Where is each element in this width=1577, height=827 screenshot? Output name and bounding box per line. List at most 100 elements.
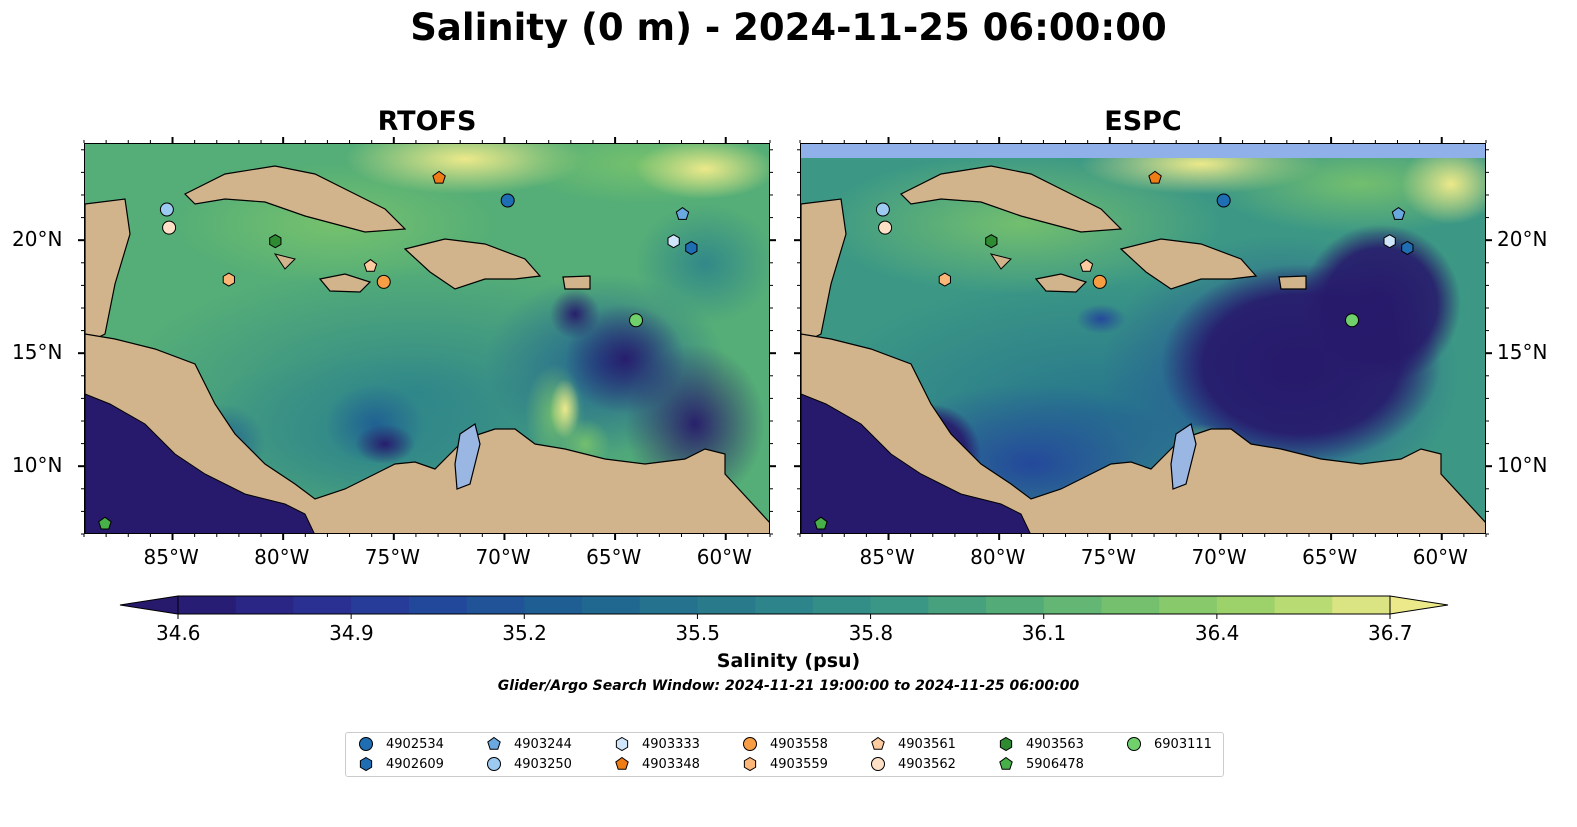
lon-tick-label: 65°W (586, 545, 642, 569)
legend-item-4903563: 4903563 (998, 736, 1084, 752)
legend-marker (871, 736, 885, 750)
float-marker-4903558 (376, 274, 391, 289)
float-marker-4903250 (159, 202, 174, 217)
lon-tick-label: 85°W (143, 545, 199, 569)
float-marker-4903562 (878, 220, 893, 235)
legend-label: 6903111 (1154, 736, 1212, 752)
circle-marker-icon (1127, 737, 1141, 751)
legend-item-4903558: 4903558 (742, 736, 828, 752)
float-marker-4903563 (269, 234, 282, 249)
lat-tick-label: 15°N (12, 340, 63, 365)
colorbar-bin (812, 596, 872, 614)
legend-item-4902534: 4902534 (358, 736, 444, 752)
float-marker-4903244 (675, 206, 690, 220)
pentagon-marker-icon (487, 736, 501, 750)
circle-marker-icon (487, 757, 501, 771)
colorbar-bin (986, 596, 1045, 614)
legend-item-4903250: 4903250 (486, 756, 572, 772)
colorbar-bin (1274, 596, 1333, 614)
hexagon-marker-icon (743, 756, 757, 772)
float-marker-4903559 (222, 272, 235, 287)
figure-title: Salinity (0 m) - 2024-11-25 06:00:00 (410, 6, 1167, 49)
legend-marker (615, 756, 629, 770)
float-marker-4903563 (985, 234, 998, 249)
lon-tick-label: 80°W (254, 545, 310, 569)
colorbar-tick-label: 35.2 (502, 621, 547, 645)
lat-tick-label: 10°N (12, 453, 63, 478)
colorbar-bin (178, 596, 237, 614)
panel-title-espc: ESPC (1104, 106, 1182, 137)
legend-marker (1127, 737, 1141, 751)
colorbar-bin (697, 596, 756, 614)
colorbar-bin (466, 596, 525, 614)
lon-tick-label: 65°W (1302, 545, 1358, 569)
float-marker-4902534 (1216, 193, 1231, 208)
colorbar-tick-label: 34.6 (156, 621, 201, 645)
legend-item-6903111: 6903111 (1126, 736, 1212, 752)
colorbar-bin (1159, 596, 1218, 614)
lat-tick-label: 15°N (1497, 340, 1548, 365)
float-marker-4903561 (1079, 258, 1094, 272)
float-marker-4902609 (1401, 240, 1414, 256)
float-marker-4903333 (667, 234, 680, 249)
float-marker-5906478 (98, 516, 112, 530)
lon-tick-label: 75°W (1080, 545, 1137, 569)
colorbar-extend-max (1389, 595, 1449, 615)
legend-marker (615, 736, 629, 752)
panel-title-rtofs: RTOFS (377, 106, 477, 137)
legend-marker (487, 736, 501, 750)
float-marker-6903111 (629, 313, 644, 328)
legend-label: 4903244 (514, 736, 572, 752)
map-panel-rtofs (84, 143, 770, 534)
map-panel-espc (800, 143, 1486, 534)
colorbar-bin (1043, 596, 1102, 614)
lon-tick-label: 85°W (859, 545, 915, 569)
colorbar-tick-label: 35.5 (675, 621, 720, 645)
float-marker-4903561 (363, 258, 378, 272)
legend-item-4903562: 4903562 (870, 756, 956, 772)
colorbar-bin (524, 596, 583, 614)
colorbar-bin (755, 596, 814, 614)
float-marker-6903111 (1345, 313, 1360, 328)
float-marker-4903562 (162, 220, 177, 235)
colorbar-bin (1101, 596, 1160, 614)
legend-marker (743, 756, 757, 772)
legend-label: 4903563 (1026, 736, 1084, 752)
legend-marker (871, 757, 885, 771)
pentagon-marker-icon (871, 736, 885, 750)
colorbar-label: Salinity (psu) (716, 650, 861, 672)
legend-label: 5906478 (1026, 756, 1084, 772)
colorbar-tick-label: 34.9 (329, 621, 374, 645)
float-marker-4903348 (1148, 170, 1162, 184)
legend-label: 4902534 (386, 736, 444, 752)
search-window-text: Glider/Argo Search Window: 2024-11-21 19… (497, 678, 1080, 694)
no-data-band (801, 144, 1485, 158)
legend-marker (999, 756, 1013, 770)
pentagon-marker-icon (999, 756, 1013, 770)
legend-label: 4903559 (770, 756, 828, 772)
colorbar-tick-label: 36.1 (1021, 621, 1067, 645)
salinity-map-espc (801, 144, 1485, 533)
legend-marker (359, 737, 373, 751)
colorbar-bin (235, 596, 294, 614)
legend-label: 4903348 (642, 756, 700, 772)
legend-item-4903348: 4903348 (614, 756, 700, 772)
lon-tick-label: 60°W (1412, 545, 1468, 569)
colorbar-tick-label: 35.8 (848, 621, 894, 645)
circle-marker-icon (871, 757, 885, 771)
legend-item-5906478: 5906478 (998, 756, 1084, 772)
float-marker-4902534 (500, 193, 515, 208)
legend-label: 4902609 (386, 756, 444, 772)
colorbar-tick-label: 36.4 (1194, 621, 1240, 645)
colorbar-extend-min (119, 595, 179, 615)
legend-item-4903244: 4903244 (486, 736, 572, 752)
lat-tick-label: 10°N (1497, 453, 1548, 478)
lon-tick-label: 60°W (696, 545, 752, 569)
colorbar-tick-label: 36.7 (1368, 621, 1413, 645)
float-marker-4903559 (938, 272, 951, 287)
lon-tick-label: 80°W (970, 545, 1026, 569)
float-marker-4902609 (685, 240, 698, 256)
circle-marker-icon (359, 737, 373, 751)
pentagon-marker-icon (615, 756, 629, 770)
colorbar-bin (928, 596, 987, 614)
